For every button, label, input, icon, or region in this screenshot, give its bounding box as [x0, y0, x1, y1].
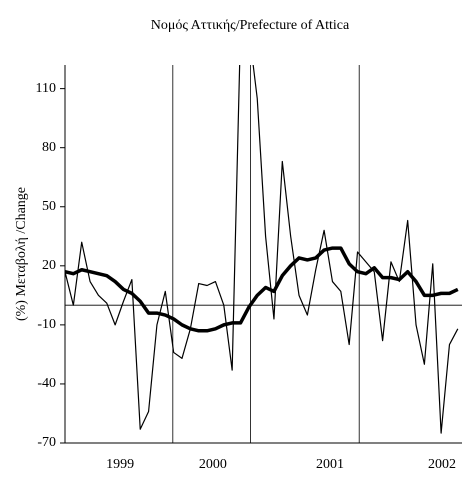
chart-title: Νομός Αττικής/Prefecture of Attica — [151, 18, 350, 33]
y-tick-label: -70 — [37, 435, 56, 450]
y-tick-label: 50 — [42, 199, 56, 214]
x-tick-label: 2001 — [316, 457, 344, 472]
x-tick-label: 1999 — [106, 457, 134, 472]
x-tick-label: 2002 — [428, 457, 456, 472]
y-axis-label: (%) Μεταβολή /Change — [14, 187, 29, 321]
series-line — [65, 65, 459, 434]
plot-area — [65, 65, 462, 443]
y-tick-label: 20 — [42, 258, 56, 273]
y-tick-label: 80 — [42, 140, 56, 155]
y-tick-label: -40 — [37, 376, 56, 391]
series-line — [65, 246, 459, 333]
y-tick-label: -10 — [37, 317, 56, 332]
x-tick-label: 2000 — [199, 457, 227, 472]
y-tick-label: 110 — [36, 81, 56, 96]
